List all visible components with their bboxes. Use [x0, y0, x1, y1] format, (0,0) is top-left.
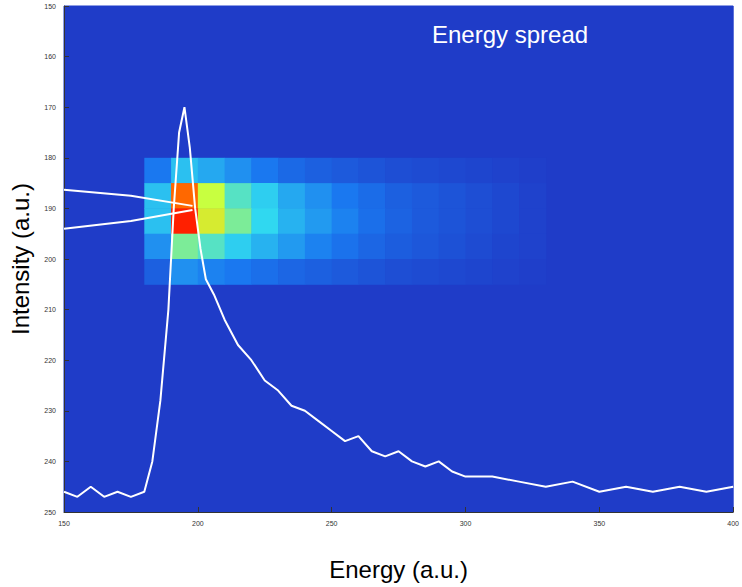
svg-text:220: 220 — [44, 357, 56, 364]
svg-text:Intensity (a.u.): Intensity (a.u.) — [7, 183, 34, 335]
svg-text:400: 400 — [727, 520, 739, 527]
svg-text:170: 170 — [44, 104, 56, 111]
svg-text:Energy spread: Energy spread — [432, 21, 588, 48]
svg-text:Energy (a.u.): Energy (a.u.) — [329, 556, 468, 583]
svg-text:210: 210 — [44, 306, 56, 313]
svg-text:250: 250 — [326, 520, 338, 527]
svg-text:200: 200 — [44, 256, 56, 263]
svg-text:250: 250 — [44, 509, 56, 516]
svg-text:180: 180 — [44, 154, 56, 161]
svg-text:150: 150 — [44, 3, 56, 10]
svg-text:240: 240 — [44, 458, 56, 465]
svg-text:230: 230 — [44, 407, 56, 414]
svg-text:350: 350 — [593, 520, 605, 527]
svg-text:200: 200 — [192, 520, 204, 527]
svg-text:300: 300 — [460, 520, 472, 527]
svg-text:160: 160 — [44, 53, 56, 60]
svg-text:190: 190 — [44, 205, 56, 212]
svg-text:150: 150 — [58, 520, 70, 527]
